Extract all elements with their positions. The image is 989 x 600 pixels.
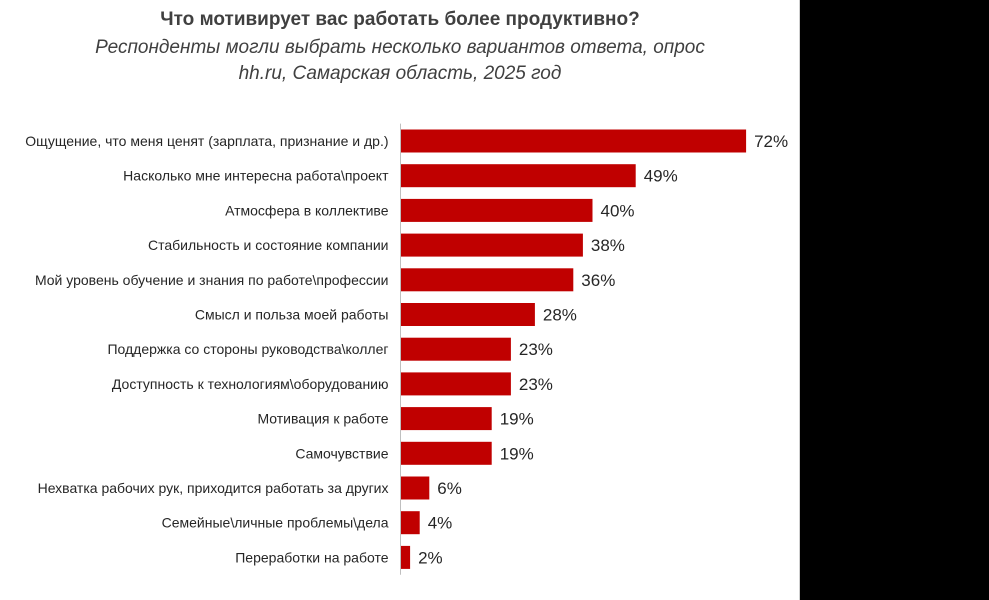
data-label: 6% xyxy=(437,479,462,498)
data-label: 23% xyxy=(519,375,553,394)
data-label: 2% xyxy=(418,548,443,567)
bar xyxy=(400,233,583,257)
bar xyxy=(400,545,411,569)
bar xyxy=(400,129,747,153)
category-label: Поддержка со стороны руководства\коллег xyxy=(107,341,388,357)
bar-chart: Ощущение, что меня ценят (зарплата, приз… xyxy=(25,123,788,575)
category-label: Переработки на работе xyxy=(235,549,388,565)
category-label: Мотивация к работе xyxy=(257,411,388,427)
category-label: Самочувствие xyxy=(295,445,388,461)
data-label: 28% xyxy=(543,306,577,325)
data-label: 38% xyxy=(591,236,625,255)
data-label: 49% xyxy=(644,167,678,186)
category-label: Насколько мне интересна работа\проект xyxy=(123,168,389,184)
category-label: Ощущение, что меня ценят (зарплата, приз… xyxy=(25,133,388,149)
chart-title: Что мотивирует вас работать более продук… xyxy=(160,9,640,30)
data-label: 36% xyxy=(581,271,615,290)
chart-panel: Что мотивирует вас работать более продук… xyxy=(0,0,800,600)
bar xyxy=(400,511,420,535)
category-label: Семейные\личные проблемы\дела xyxy=(162,515,389,531)
chart-subtitle-line-2: hh.ru, Самарская область, 2025 год xyxy=(238,63,562,84)
category-label: Смысл и польза моей работы xyxy=(195,307,389,323)
bar xyxy=(400,441,492,465)
data-label: 40% xyxy=(601,201,635,220)
data-label: 23% xyxy=(519,340,553,359)
data-label: 72% xyxy=(754,132,788,151)
category-label: Атмосфера в коллективе xyxy=(225,202,389,218)
data-label: 4% xyxy=(428,514,453,533)
bar xyxy=(400,164,636,188)
bar xyxy=(400,372,511,396)
bar xyxy=(400,337,511,361)
bar xyxy=(400,303,535,326)
data-label: 19% xyxy=(500,444,534,463)
bar xyxy=(400,198,593,222)
chart-subtitle-line-1: Респонденты могли выбрать несколько вари… xyxy=(95,37,705,58)
bar xyxy=(400,476,430,500)
bar xyxy=(400,268,574,292)
category-label: Мой уровень обучение и знания по работе\… xyxy=(35,272,389,288)
data-label: 19% xyxy=(500,410,534,429)
category-label: Нехватка рабочих рук, приходится работат… xyxy=(38,480,389,496)
category-label: Стабильность и состояние компании xyxy=(148,237,389,253)
category-label: Доступность к технологиям\оборудованию xyxy=(112,376,389,392)
bar xyxy=(400,407,492,431)
